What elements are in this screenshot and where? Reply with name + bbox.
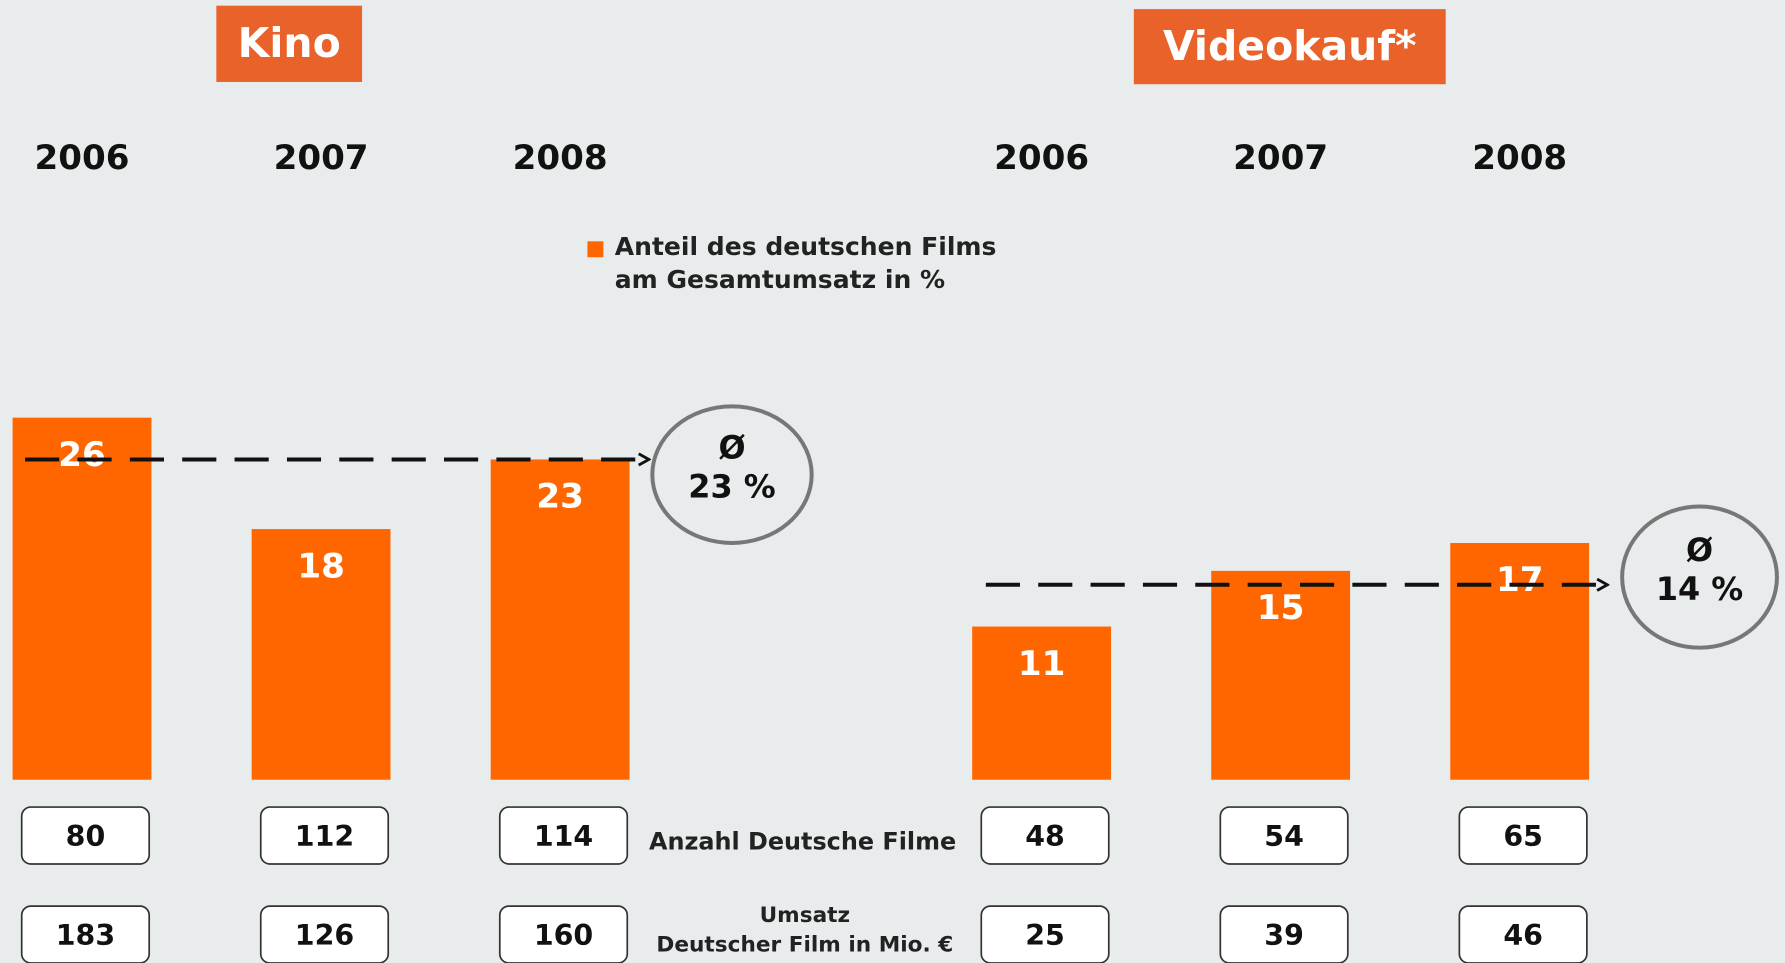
x-tick-label: 2006 [35,138,130,178]
table-value: 48 [1025,820,1065,853]
table-value: 80 [66,820,106,853]
x-tick-label: 2008 [513,138,608,178]
chart-title: Videokauf* [1163,22,1417,70]
value-box [1458,905,1588,963]
bar [1450,543,1590,780]
value-label: 23 [536,477,584,517]
value-box [498,806,629,865]
value-box [1219,806,1349,865]
table-value: 65 [1503,820,1543,853]
table-value: 112 [295,820,354,853]
value-label: 17 [1496,560,1544,600]
chart-title: Kino [238,19,341,67]
value-box [259,806,390,865]
title-box [1133,9,1446,85]
average-label: 14 % [1656,570,1743,608]
value-label: 11 [1018,644,1065,684]
x-tick-label: 2007 [1233,138,1328,178]
bar [490,459,630,780]
row-label-box: Umsatz Deutscher Film in Mio. € [656,902,954,957]
average-symbol: Ø [718,429,745,467]
bar [1211,570,1351,780]
average-circle [1620,504,1779,650]
average-circle [650,404,814,545]
value-box [20,905,151,963]
table-value: 39 [1264,919,1304,952]
legend-swatch [587,241,604,258]
value-box [498,905,629,963]
value-label: 26 [58,435,105,475]
table-value: 160 [534,919,593,952]
title-box [216,5,363,82]
legend-label: Anteil des deutschen Films am Gesamtumsa… [614,233,997,295]
average-label: 23 % [688,467,775,505]
value-box [1219,905,1349,963]
average-symbol: Ø [1686,531,1713,569]
value-label: 18 [297,546,345,586]
value-box [20,806,151,865]
x-tick-label: 2007 [274,138,369,178]
value-box [259,905,390,963]
value-box [980,806,1110,865]
table-value: 183 [56,919,115,952]
x-tick-label: 2006 [994,138,1089,178]
table-value: 114 [534,820,593,853]
value-label: 15 [1257,588,1305,628]
table-value: 126 [295,919,354,952]
row-label: Umsatz Deutscher Film in Mio. € [656,902,954,957]
legend: Anteil des deutschen Films am Gesamtumsa… [614,233,997,295]
table-value: 54 [1264,820,1304,853]
bar [972,626,1112,780]
value-box [1458,806,1588,865]
table-value: 25 [1025,919,1065,952]
bar [251,529,391,780]
bar [12,417,152,780]
x-tick-label: 2008 [1472,138,1567,178]
row-label: Anzahl Deutsche Filme [649,827,956,855]
table-value: 46 [1503,919,1543,952]
value-box [980,905,1110,963]
